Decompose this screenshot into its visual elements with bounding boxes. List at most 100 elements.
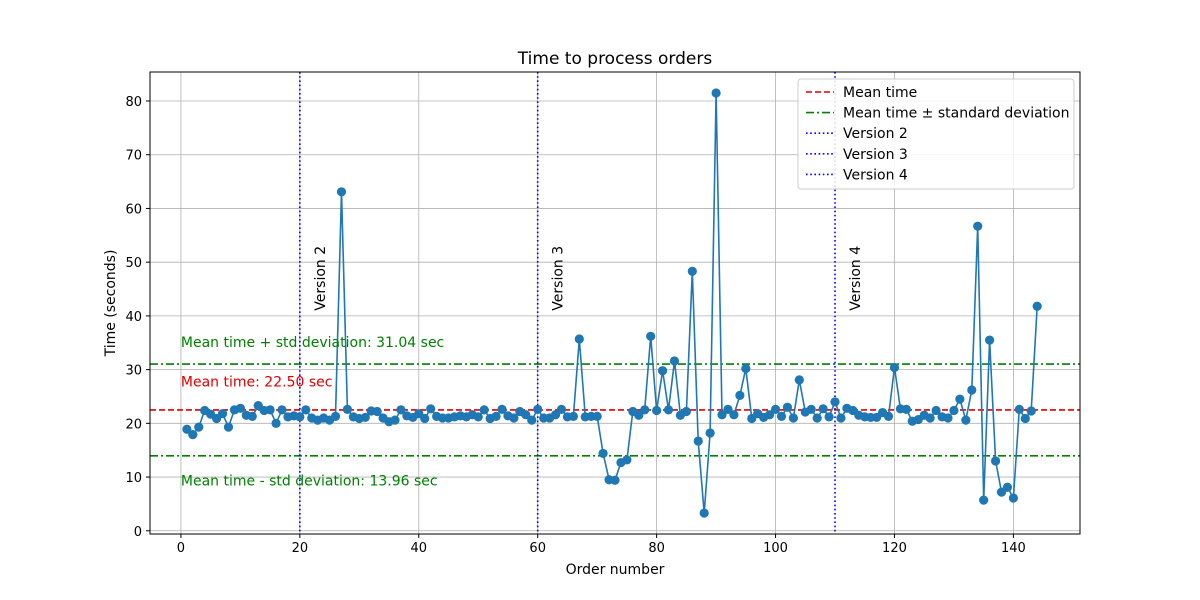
annotation-2: Mean time - std deviation: 13.96 sec	[181, 474, 438, 490]
data-point	[1026, 406, 1036, 416]
data-point	[973, 221, 983, 231]
y-tick-label: 10	[125, 471, 142, 486]
data-point	[640, 405, 650, 415]
data-point	[521, 410, 531, 420]
axis-ticks: 0 20 40 60 80 100 120 140 0 10 20 30 40 50 60 70 80	[125, 95, 1025, 556]
data-point	[788, 413, 798, 423]
data-point	[598, 448, 608, 459]
data-point	[776, 411, 787, 421]
y-tick-label: 0	[134, 525, 142, 540]
y-tick-label: 30	[125, 364, 142, 379]
data-point	[830, 397, 840, 407]
x-tick-label: 60	[529, 541, 546, 556]
data-point	[592, 411, 602, 421]
data-point	[342, 404, 353, 414]
data-point	[568, 411, 578, 421]
data-point	[729, 410, 739, 420]
y-tick-label: 70	[125, 149, 142, 164]
data-point	[687, 266, 697, 276]
data-point	[301, 405, 311, 415]
data-point	[812, 413, 822, 423]
data-point	[901, 404, 911, 414]
data-point	[372, 406, 382, 417]
data-point	[949, 405, 959, 416]
legend-label: Version 2	[843, 126, 908, 142]
data-point	[479, 405, 489, 415]
data-point	[550, 410, 561, 420]
x-tick-label: 40	[410, 541, 427, 556]
data-point	[931, 405, 941, 416]
legend-box	[797, 78, 1075, 190]
data-point	[295, 412, 305, 422]
data-point	[741, 363, 751, 374]
y-tick-label: 80	[125, 95, 142, 110]
data-point	[943, 413, 953, 423]
x-tick-label: 0	[177, 541, 185, 556]
data-point	[824, 412, 834, 422]
data-point	[533, 404, 543, 414]
y-axis-label: Time (seconds)	[103, 250, 119, 358]
data-point	[509, 413, 519, 423]
annotations: Mean time + std deviation: 31.04 sec Mean…	[181, 246, 864, 490]
data-point	[574, 334, 584, 344]
data-point	[426, 404, 436, 414]
y-tick-label: 20	[125, 417, 142, 432]
data-point	[806, 404, 816, 414]
data-point	[1032, 301, 1042, 311]
annotation-1: Mean time: 22.50 sec	[181, 374, 333, 390]
data-point	[818, 404, 828, 414]
chart-title: Time to process orders	[517, 49, 713, 69]
data-point	[491, 411, 501, 421]
plot-area-frame	[149, 71, 1081, 535]
data-point	[473, 412, 483, 422]
data-point	[1002, 482, 1013, 492]
data-point	[188, 430, 198, 440]
data-point	[330, 411, 341, 421]
data-point	[979, 495, 989, 505]
y-tick-label: 40	[125, 310, 142, 325]
x-tick-label: 80	[648, 541, 665, 556]
data-point	[889, 362, 900, 373]
data-point	[765, 410, 775, 420]
data-point	[217, 409, 228, 419]
data-point	[247, 411, 257, 421]
data-point	[390, 415, 400, 425]
data-point	[836, 413, 846, 423]
legend: Mean time Mean time ± standard deviation V…	[797, 78, 1075, 190]
x-tick-label: 120	[882, 541, 907, 556]
data-point	[610, 475, 620, 485]
data-point	[723, 404, 733, 414]
x-tick-label: 140	[1001, 541, 1026, 556]
data-point	[235, 403, 245, 413]
legend-label: Mean time	[843, 85, 917, 101]
data-point	[883, 411, 894, 421]
data-point	[646, 331, 656, 341]
grid	[150, 72, 1080, 534]
data-point	[622, 455, 632, 465]
data-point	[961, 415, 971, 425]
data-point	[967, 385, 977, 395]
data-point	[990, 456, 1001, 466]
data-point	[556, 404, 567, 414]
data-point	[634, 410, 644, 420]
data-point	[420, 413, 430, 424]
data-point	[711, 88, 721, 98]
data-point	[277, 405, 287, 415]
data-point	[735, 390, 745, 400]
data-point	[669, 356, 680, 366]
legend-label: Version 4	[843, 167, 908, 183]
data-point	[271, 418, 281, 428]
data-point	[396, 405, 406, 415]
data-point	[194, 422, 204, 432]
y-tick-label: 50	[125, 256, 142, 271]
annotation-0: Mean time + std deviation: 31.04 sec	[181, 335, 444, 351]
data-point	[652, 405, 662, 416]
annotation-5: Version 4	[848, 246, 864, 311]
data-point	[360, 412, 370, 423]
data-point	[925, 413, 935, 423]
data-point	[265, 405, 275, 415]
x-axis-label: Order number	[566, 562, 665, 578]
data-point	[336, 187, 347, 197]
data-point	[693, 436, 703, 446]
